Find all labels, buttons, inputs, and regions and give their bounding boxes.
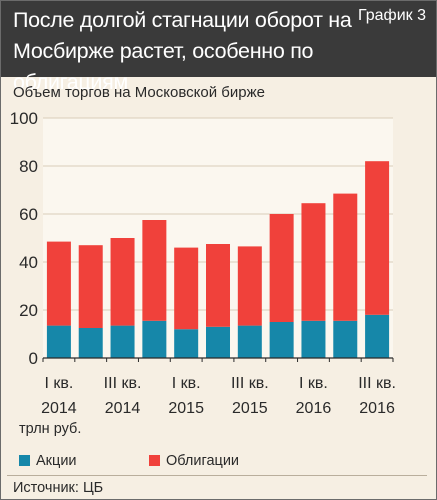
x-tick-label: III кв. — [231, 375, 269, 392]
x-tick-label-year: 2015 — [232, 400, 268, 417]
x-tick-label: III кв. — [358, 375, 396, 392]
bar-chart: 0 20 40 60 80 100 I кв. 2014 III кв. 2014 I кв. 201… — [10, 109, 396, 417]
chart-header: После долгой стагнации оборот на Мосбирж… — [1, 1, 436, 94]
y-tick-label: 40 — [19, 253, 38, 272]
x-tick-label: III кв. — [104, 375, 142, 392]
bar-bonds — [269, 214, 294, 322]
bar-stocks — [237, 325, 262, 358]
bar-bonds — [237, 246, 262, 326]
source-note: Источник: ЦБ — [13, 480, 104, 496]
bar-stocks — [174, 329, 199, 358]
x-tick-label-year: 2014 — [41, 400, 77, 417]
unit-label: трлн руб. — [19, 421, 82, 437]
x-tick-label: I кв. — [299, 375, 328, 392]
bar-stocks — [365, 314, 390, 358]
legend-swatch-bonds — [149, 455, 160, 466]
chart-title: После долгой стагнации оборот на Мосбирж… — [13, 8, 352, 94]
chart-subtitle: Объем торгов на Московской бирже — [13, 84, 265, 101]
bar-bonds — [46, 241, 71, 326]
bar-stocks — [78, 328, 103, 358]
bar-stocks — [269, 322, 294, 358]
bar-bonds — [301, 203, 326, 321]
bar-bonds — [365, 161, 390, 315]
x-tick-label-year: 2016 — [359, 400, 395, 417]
legend-label-stocks: Акции — [36, 453, 77, 469]
chart-number-tag: График 3 — [357, 7, 426, 24]
y-tick-label: 60 — [19, 205, 38, 224]
bar-stocks — [206, 326, 230, 358]
x-tick-label-year: 2014 — [105, 400, 141, 417]
bar-stocks — [110, 325, 135, 358]
bar-stocks — [333, 320, 358, 358]
bar-bonds — [333, 193, 358, 321]
y-tick-label: 0 — [29, 349, 38, 368]
bar-bonds — [206, 244, 230, 327]
bar-bonds — [78, 245, 103, 328]
legend-swatch-stocks — [19, 455, 30, 466]
bar-stocks — [301, 320, 326, 358]
bar-bonds — [174, 247, 199, 330]
bar-bonds — [142, 220, 167, 321]
x-tick-label-year: 2015 — [168, 400, 204, 417]
bar-stocks — [142, 320, 167, 358]
legend-label-bonds: Облигации — [166, 453, 240, 469]
x-tick-label: I кв. — [172, 375, 201, 392]
x-tick-label: I кв. — [44, 375, 73, 392]
x-tick-label-year: 2016 — [296, 400, 332, 417]
bar-stocks — [46, 325, 71, 358]
footer-divider — [7, 475, 427, 476]
y-tick-label: 20 — [19, 301, 38, 320]
y-tick-label: 80 — [19, 157, 38, 176]
bar-bonds — [110, 238, 135, 326]
y-tick-label: 100 — [10, 109, 38, 128]
